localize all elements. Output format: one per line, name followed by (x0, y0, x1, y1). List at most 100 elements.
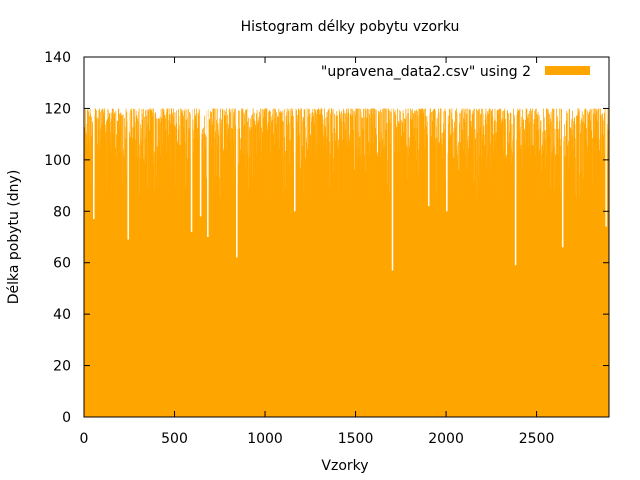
bar (329, 141, 330, 199)
bar (153, 153, 155, 199)
legend-label: "upravena_data2.csv" using 2 (321, 64, 531, 80)
x-tick-label: 2000 (428, 431, 464, 447)
bar-dip (605, 108, 607, 227)
bar (143, 108, 144, 199)
bar (245, 109, 246, 199)
bar (480, 113, 482, 199)
bar (205, 136, 207, 199)
bar-dip (190, 108, 193, 232)
bar (381, 111, 383, 199)
bar (370, 108, 372, 199)
bar (168, 108, 170, 199)
bars-group (84, 108, 610, 417)
bar (219, 118, 221, 199)
bar-dip (561, 108, 564, 248)
x-tick-label: 0 (80, 431, 89, 447)
bar (553, 146, 555, 199)
bar (574, 138, 576, 199)
bar (105, 124, 107, 199)
bar (485, 124, 487, 199)
bar (251, 127, 253, 199)
bar (538, 115, 540, 199)
bar-dip (207, 108, 209, 237)
bar (245, 110, 247, 199)
chart-title: Histogram délky pobytu vzorku (241, 19, 460, 35)
bar (554, 128, 556, 199)
bar (122, 115, 123, 199)
bar (297, 115, 299, 199)
bar-dip (391, 108, 394, 271)
bar (458, 141, 459, 199)
bar (581, 118, 582, 199)
bar (417, 115, 419, 199)
bar (363, 108, 365, 199)
bar (156, 118, 157, 199)
bar (591, 137, 593, 199)
bar (185, 142, 186, 199)
bar (213, 108, 215, 199)
bar (487, 113, 489, 199)
bar (230, 109, 232, 199)
bar (249, 118, 251, 199)
bar (565, 135, 566, 199)
bar (581, 111, 583, 199)
bar (476, 108, 477, 199)
bar (221, 119, 222, 199)
bar-dip (427, 108, 430, 207)
bar (559, 108, 561, 199)
bar (357, 109, 358, 199)
bar (464, 108, 466, 199)
bar (152, 116, 154, 199)
bar (148, 108, 150, 199)
axes-group: 0 20 40 60 80 100 120 140 0 500 1000 1500 2000 2500 (44, 50, 610, 447)
bar (125, 108, 127, 199)
bar (544, 130, 546, 199)
y-tick-label: 60 (53, 256, 71, 272)
bar (472, 111, 474, 199)
y-tick-label: 20 (53, 359, 71, 375)
bar (174, 127, 176, 199)
x-axis-label: Vzorky (321, 458, 368, 474)
y-tick-label: 140 (44, 50, 71, 66)
bar (302, 116, 304, 199)
bar (416, 109, 417, 199)
bar (569, 108, 570, 199)
bar (516, 139, 518, 199)
bar (283, 121, 284, 199)
bar (309, 114, 310, 199)
bar (408, 113, 409, 199)
bar (304, 127, 306, 199)
bar (477, 111, 479, 199)
plot-frame (83, 56, 610, 418)
bar (215, 108, 217, 199)
bar (373, 108, 375, 199)
bar (453, 158, 455, 199)
bar (252, 114, 253, 199)
bar-dip (199, 108, 202, 217)
bar (534, 111, 536, 199)
bar (360, 116, 362, 199)
bar (147, 124, 148, 199)
bar (299, 110, 301, 199)
bar (406, 147, 408, 199)
bar (364, 108, 366, 199)
bar (566, 110, 568, 199)
bar (332, 108, 334, 199)
bar (281, 120, 283, 199)
bar-dip (294, 108, 296, 212)
bar-dip (93, 108, 95, 219)
bar (96, 144, 98, 199)
bar-dip (236, 108, 238, 258)
bar (435, 138, 437, 199)
bar (115, 110, 117, 199)
bar (268, 111, 270, 199)
bar (186, 118, 188, 199)
bar (238, 110, 240, 199)
bar (338, 139, 339, 199)
bar (510, 113, 512, 199)
bar (465, 108, 467, 199)
bar (578, 110, 580, 199)
x-tick-label: 1000 (247, 431, 283, 447)
bar-base (84, 198, 609, 417)
